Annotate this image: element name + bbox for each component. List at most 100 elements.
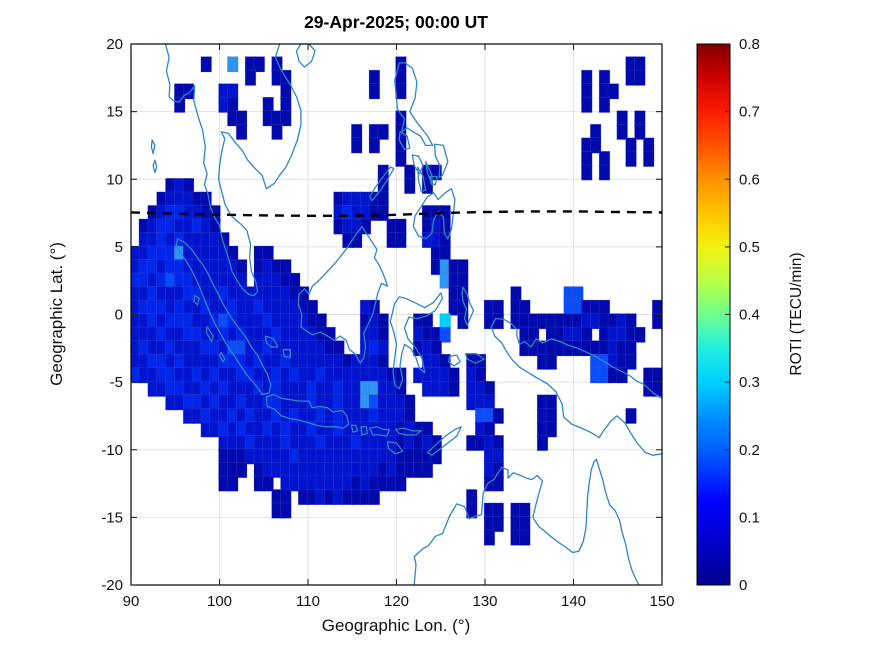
- roti-cells: [131, 56, 662, 546]
- roti-cell: [421, 462, 434, 479]
- roti-cell: [280, 489, 292, 506]
- roti-cell: [625, 313, 637, 330]
- roti-cell: [492, 475, 504, 492]
- roti-cell: [545, 407, 557, 424]
- roti-cell: [280, 502, 292, 519]
- coastline-belitung: [282, 349, 291, 359]
- roti-cell: [377, 313, 389, 330]
- roti-cell: [280, 259, 292, 276]
- colorbar-tick-label: 0.8: [739, 36, 760, 53]
- roti-cell: [581, 69, 593, 86]
- roti-cell: [598, 96, 611, 113]
- x-tick-label: 140: [561, 593, 586, 610]
- coastline-bohol: [429, 175, 438, 186]
- roti-cell: [404, 394, 416, 411]
- roti-cell: [474, 367, 487, 384]
- roti-cell: [643, 137, 655, 154]
- roti-cell: [466, 489, 478, 506]
- coastline-mindoro: [398, 131, 411, 151]
- coastlines: [150, 44, 662, 585]
- roti-cell: [368, 137, 380, 154]
- coastline-australia-north: [413, 458, 640, 585]
- roti-cell: [634, 69, 646, 86]
- colorbar-tick-label: 0.4: [739, 307, 760, 324]
- roti-cell: [377, 353, 389, 370]
- roti-cell: [492, 448, 504, 465]
- roti-cell: [236, 462, 248, 479]
- colorbar-tick-label: 0: [739, 577, 747, 594]
- roti-cell: [448, 380, 460, 397]
- x-tick-label: 120: [384, 593, 409, 610]
- x-tick-label: 90: [123, 593, 140, 610]
- y-tick-label: -20: [101, 577, 123, 594]
- roti-cell: [359, 218, 372, 235]
- coastline-lombok: [360, 426, 368, 436]
- roti-cell: [519, 299, 531, 316]
- y-tick-label: 5: [115, 239, 123, 256]
- roti-cell: [377, 340, 389, 357]
- coastline-cebu: [425, 161, 433, 186]
- roti-cell: [395, 475, 407, 492]
- y-tick-label: 20: [106, 36, 123, 53]
- roti-cell: [227, 56, 239, 73]
- x-axis-label: Geographic Lon. (°): [322, 616, 471, 635]
- roti-cell: [572, 286, 584, 303]
- roti-cell: [439, 326, 451, 343]
- roti-cell: [483, 421, 496, 438]
- roti-cell: [227, 83, 239, 100]
- roti-cell: [581, 96, 593, 113]
- roti-cell: [616, 367, 628, 384]
- roti-cell: [182, 178, 195, 194]
- coastline-mainland-se-asia: [164, 44, 302, 297]
- roti-cell: [625, 340, 637, 357]
- roti-cell: [421, 178, 434, 194]
- roti-cell: [492, 407, 504, 424]
- roti-cell: [643, 151, 655, 167]
- coastline-bangka: [264, 335, 279, 348]
- coastline-pagai: [218, 351, 226, 363]
- roti-cell: [280, 96, 292, 113]
- roti-cell: [351, 137, 363, 154]
- coastline-sumbawa: [369, 426, 391, 437]
- roti-cell: [368, 69, 380, 86]
- coastline-buru: [448, 354, 461, 367]
- y-axis-label: Geographic Lat. (°): [47, 242, 66, 386]
- roti-cell: [545, 394, 557, 411]
- roti-cell: [483, 394, 496, 411]
- roti-cell: [607, 83, 619, 100]
- coastline-seram: [464, 353, 485, 364]
- roti-cell: [333, 340, 345, 357]
- roti-cell: [634, 56, 646, 73]
- roti-cell: [262, 245, 274, 262]
- coastline-mindanao: [412, 188, 456, 240]
- roti-cell: [598, 69, 611, 86]
- colorbar-gradient: [696, 43, 731, 586]
- roti-cell: [519, 502, 531, 519]
- colorbar-tick-label: 0.5: [739, 239, 760, 256]
- colorbar-label: ROTI (TECU/min): [788, 252, 805, 375]
- coastline-nias: [193, 294, 200, 306]
- colorbar-tick-label: 0.7: [739, 104, 760, 121]
- roti-cell: [483, 529, 496, 546]
- roti-cell: [280, 83, 292, 100]
- roti-cell: [598, 164, 611, 181]
- roti-cell: [634, 123, 646, 140]
- colorbar-tick-label: 0.1: [739, 509, 760, 526]
- roti-cell: [395, 218, 407, 235]
- roti-cell: [598, 299, 611, 316]
- coastline-new-guinea: [490, 317, 662, 456]
- roti-cell: [404, 178, 416, 194]
- coastline-hainan: [295, 44, 316, 68]
- coastline-negros: [417, 166, 427, 193]
- magnetic-equator-line: [131, 210, 662, 217]
- chart-title: 29-Apr-2025; 00:00 UT: [304, 12, 488, 32]
- roti-cell: [404, 407, 416, 424]
- x-tick-label: 130: [472, 593, 497, 610]
- roti-cell: [483, 380, 496, 397]
- colorbar-tick-label: 0.2: [739, 442, 760, 459]
- roti-cell: [519, 516, 531, 533]
- roti-cell: [510, 286, 522, 303]
- x-tick-label: 110: [296, 593, 320, 610]
- roti-cell: [492, 462, 504, 479]
